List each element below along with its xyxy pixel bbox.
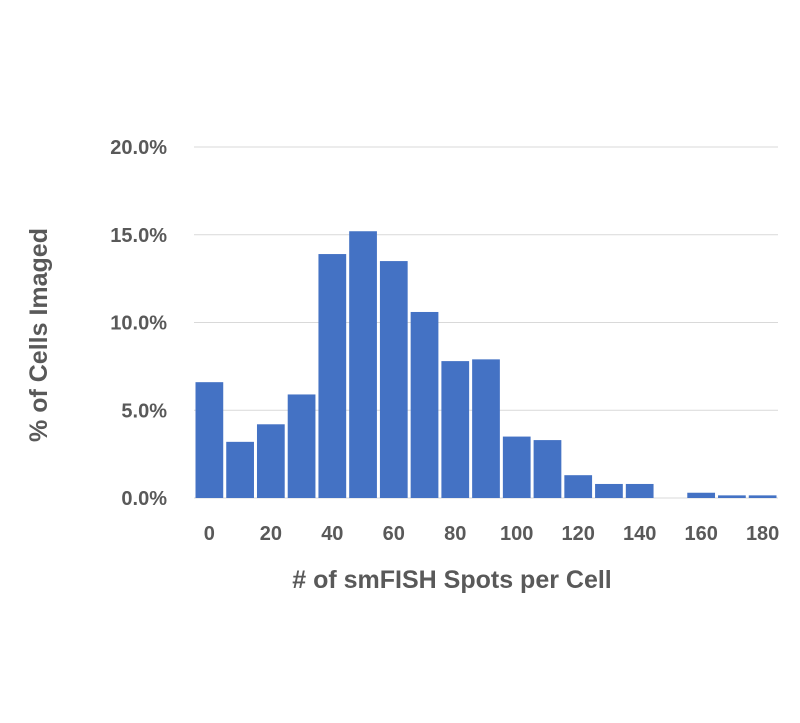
x-tick-label: 20 bbox=[260, 523, 282, 545]
bar bbox=[718, 495, 746, 498]
x-axis-title: # of smFISH Spots per Cell bbox=[292, 566, 612, 594]
x-tick-label: 0 bbox=[204, 523, 215, 545]
bar bbox=[595, 483, 623, 498]
x-tick-label: 180 bbox=[746, 523, 779, 545]
x-tick-label: 100 bbox=[500, 523, 533, 545]
y-tick-label: 15.0% bbox=[110, 225, 167, 247]
x-tick-label: 160 bbox=[684, 523, 717, 545]
y-tick-label: 5.0% bbox=[121, 400, 167, 422]
y-tick-labels: 0.0% 5.0% 10.0% 15.0% 20.0% bbox=[110, 137, 167, 510]
bar bbox=[410, 311, 439, 498]
y-tick-label: 20.0% bbox=[110, 137, 167, 159]
bar bbox=[533, 440, 562, 498]
x-tick-label: 40 bbox=[321, 523, 343, 545]
y-tick-label: 0.0% bbox=[121, 488, 167, 510]
bar bbox=[564, 475, 593, 498]
bar bbox=[625, 483, 654, 498]
bar bbox=[748, 495, 777, 498]
bars bbox=[195, 231, 777, 499]
x-tick-labels: 0 20 40 60 80 100 120 140 160 180 bbox=[204, 523, 780, 545]
bar bbox=[195, 382, 224, 498]
x-tick-label: 60 bbox=[383, 523, 405, 545]
y-axis-title: % of Cells Imaged bbox=[25, 228, 53, 442]
bar bbox=[472, 359, 500, 498]
bar bbox=[287, 394, 316, 498]
bar bbox=[226, 441, 254, 498]
y-tick-label: 10.0% bbox=[110, 313, 167, 335]
bar bbox=[502, 436, 531, 498]
x-tick-label: 140 bbox=[623, 523, 656, 545]
bar bbox=[687, 492, 716, 498]
bar bbox=[441, 361, 470, 498]
bar bbox=[349, 231, 377, 499]
bar bbox=[379, 261, 408, 498]
bar bbox=[256, 424, 285, 498]
x-tick-label: 80 bbox=[444, 523, 466, 545]
bar bbox=[318, 254, 347, 498]
x-tick-label: 120 bbox=[562, 523, 595, 545]
